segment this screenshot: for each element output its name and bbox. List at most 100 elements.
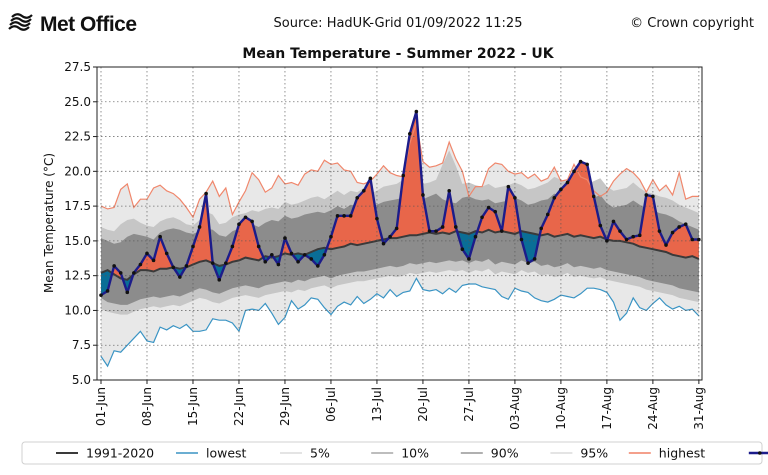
series-2022-point (322, 253, 327, 257)
series-2022-point (316, 264, 320, 268)
series-2022-point (683, 222, 688, 226)
series-2022-point (125, 290, 130, 295)
series-2022-point (230, 244, 235, 249)
series-2022-point (539, 226, 543, 231)
series-2022-point (565, 180, 570, 185)
series-2022-point (644, 193, 649, 197)
x-tick-label: 17-Aug (600, 387, 614, 430)
series-2022-point (394, 226, 399, 231)
series-2022-point (447, 189, 452, 193)
series-2022-point (210, 261, 215, 265)
series-2022-point (480, 215, 484, 220)
legend-marker (758, 451, 762, 455)
series-2022-point (440, 225, 445, 229)
series-2022-point (171, 265, 176, 270)
series-2022-point (657, 229, 662, 233)
series-2022-point (401, 173, 406, 178)
series-2022-point (637, 233, 642, 238)
series-2022-point (191, 244, 195, 249)
series-2022-point (467, 257, 471, 261)
x-tick-label: 13-Jul (370, 387, 384, 422)
series-lowest-line (100, 277, 700, 368)
x-tick-label: 01-Jun (94, 387, 108, 426)
series-2022-point (329, 234, 333, 239)
series-2022-point (453, 225, 458, 229)
series-2022-point (375, 216, 379, 221)
y-tick-label: 27.5 (64, 60, 91, 74)
legend-item-lowest: lowest (176, 446, 247, 461)
series-2022-point (151, 258, 156, 263)
series-2022-point (224, 261, 228, 265)
x-tick-label: 24-Aug (646, 387, 660, 430)
series-2022-point (545, 212, 550, 217)
series-1991-2020-line (100, 228, 700, 281)
series-2022-point (664, 243, 668, 247)
series-2022-point (158, 234, 162, 239)
series-2022-point (434, 229, 438, 233)
series-2022-point (342, 214, 346, 218)
series-2022-point (368, 176, 373, 181)
chart-title: Mean Temperature - Summer 2022 - UK (242, 46, 554, 62)
series-2022-point (105, 289, 110, 293)
x-tick-label: 03-Aug (508, 387, 522, 430)
series-2022-point (591, 194, 596, 199)
series-2022-line (100, 110, 699, 297)
series-2022-point (204, 191, 208, 196)
series-2022-point (651, 194, 655, 199)
series-2022-point (670, 230, 675, 235)
logo-text: Met Office (40, 13, 137, 36)
series-2022-point (270, 253, 274, 257)
series-2022-point (184, 264, 189, 268)
series-2022-point (493, 209, 498, 214)
series-2022-point (164, 251, 169, 256)
y-tick-label: 7.5 (72, 338, 91, 352)
x-tick-label: 27-Jul (462, 387, 476, 422)
x-tick-label: 31-Aug (692, 387, 706, 430)
legend: 1991-2020 lowest 5% 10% 90% 95% highest 2022 (21, 441, 768, 465)
y-axis-ticks: 5.0 7.5 10.0 12.5 15.0 17.5 20.0 22.5 25.0 27.5 (64, 60, 97, 387)
series-2022-point (217, 278, 222, 282)
series-2022-point (598, 223, 603, 228)
y-axis-label: Mean Temperature (°C) (42, 153, 56, 293)
series-2022-point (697, 237, 701, 242)
series-2022-point (690, 237, 695, 242)
legend-label: 10% (401, 446, 429, 461)
series-2022-point (532, 257, 537, 261)
series-2022-point (513, 195, 517, 200)
series-2022-point (302, 253, 307, 257)
legend-item-19912020: 1991-2020 (56, 446, 154, 461)
x-tick-label: 06-Jul (324, 387, 338, 422)
series-2022-point (677, 225, 681, 229)
legend-label: 90% (491, 446, 519, 461)
met-office-wave-icon (8, 13, 33, 31)
series-2022-point (335, 214, 340, 218)
legend-item-highest: highest (628, 446, 705, 461)
legend-label: 5% (310, 446, 330, 461)
series-2022-point (178, 275, 182, 279)
series-2022-point (486, 205, 491, 210)
series-2022-point (624, 237, 629, 242)
series-2022-point (499, 229, 504, 233)
series-2022-point (283, 236, 287, 240)
series-2022-point (237, 222, 241, 226)
series-2022-point (585, 162, 589, 167)
series-2022-point (296, 259, 300, 264)
y-tick-label: 5.0 (72, 373, 91, 387)
series-2022-point (552, 195, 557, 200)
series-2022-point (611, 219, 616, 224)
x-axis-ticks: 01-Jun 08-Jun 15-Jun 22-Jun 29-Jun 06-Jul 13-J… (94, 380, 706, 430)
x-tick-label: 10-Aug (554, 387, 568, 430)
x-tick-label: 22-Jun (232, 387, 246, 426)
series-2022-point (572, 169, 576, 174)
y-tick-label: 20.0 (64, 164, 91, 178)
series-2022-point (381, 241, 386, 246)
series-2022-point (407, 131, 412, 136)
series-2022-point (388, 234, 392, 239)
series-2022-point (250, 219, 254, 224)
series-2022-point (118, 271, 123, 275)
series-2022-point (421, 193, 425, 197)
series-2022-point (99, 293, 103, 297)
series-2022-point (519, 237, 524, 242)
series-highest-line (100, 122, 699, 219)
series-2022-point (309, 257, 314, 261)
